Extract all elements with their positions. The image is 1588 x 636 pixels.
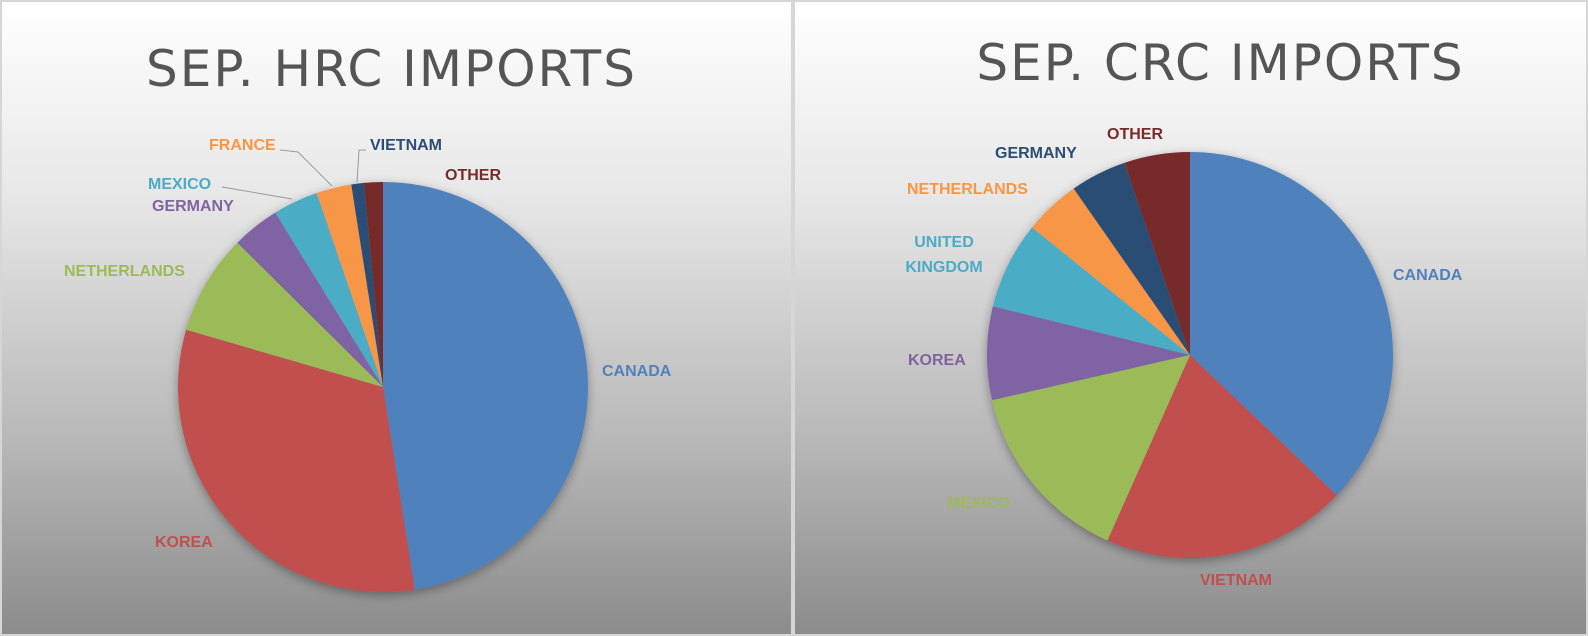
hrc-pie-chart: CANADA KOREA NETHERLANDS GERMANY MEXICO FRANC… (64, 137, 672, 593)
slice-label: OTHER (445, 167, 501, 184)
pie-slice-korea (178, 329, 415, 593)
pie-slice-germany (1073, 162, 1190, 355)
pie-slice-netherlands (1032, 188, 1190, 355)
slice-label: GERMANY (152, 198, 234, 215)
pie-slice-netherlands (186, 242, 383, 387)
pie-slice-canada (1190, 152, 1394, 496)
slice-label: GERMANY (995, 145, 1077, 162)
slice-label: CANADA (1393, 267, 1463, 284)
hrc-imports-panel: SEP. HRC IMPORTS CANADA KOREA NETHERLANDS G… (0, 0, 793, 636)
pie-slice-united-kingdom (992, 227, 1190, 355)
slice-label: MEXICO (947, 495, 1010, 512)
slice-label: MEXICO (148, 176, 211, 193)
slice-label: OTHER (1107, 126, 1163, 143)
pie-slice-germany (237, 212, 383, 387)
pie-slice-korea (986, 306, 1190, 401)
leader-line (221, 186, 293, 200)
slice-label: NETHERLANDS (907, 181, 1028, 198)
leader-line (279, 149, 333, 187)
crc-imports-panel: SEP. CRC IMPORTS CANADA VIETNAM MEXICO KORE… (793, 0, 1588, 636)
slice-label: VIETNAM (370, 137, 442, 154)
slice-label: KOREA (908, 352, 966, 369)
slice-label: UNITED KINGDOM (905, 234, 982, 276)
pie-slice-france (316, 184, 383, 387)
slice-label: VIETNAM (1200, 572, 1272, 589)
pie-slice-vietnam (351, 182, 383, 387)
leader-line (356, 149, 366, 183)
pie-slices (178, 182, 589, 593)
pie-slice-other (363, 182, 383, 387)
slice-label: CANADA (602, 363, 672, 380)
pie-slice-mexico (275, 193, 383, 387)
chart-title: SEP. HRC IMPORTS (146, 40, 637, 98)
slice-label: FRANCE (209, 137, 276, 154)
slice-label: NETHERLANDS (64, 263, 185, 280)
pie-slices (986, 152, 1394, 559)
crc-pie-chart: CANADA VIETNAM MEXICO KOREA UNITED KINGDOM NET… (905, 126, 1463, 589)
pie-slice-mexico (992, 355, 1190, 541)
slice-label: KOREA (155, 534, 213, 551)
chart-title: SEP. CRC IMPORTS (976, 34, 1465, 92)
pie-slice-vietnam (1107, 355, 1337, 559)
pie-slice-canada (383, 182, 589, 590)
pie-slice-other (1124, 152, 1190, 355)
